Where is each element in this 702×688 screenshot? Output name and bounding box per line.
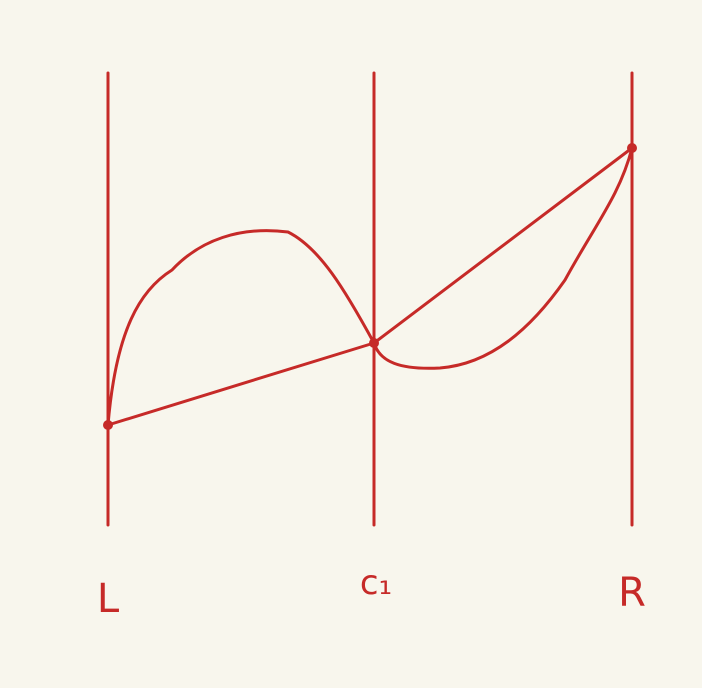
label-left: L (97, 576, 120, 622)
curve-right-segment (372, 146, 634, 370)
point-middle (369, 338, 379, 348)
label-right: R (618, 570, 646, 616)
point-right (627, 143, 637, 153)
curve-left-segment (106, 229, 376, 427)
chord-left-to-middle (106, 341, 376, 427)
chord-middle-to-right (372, 146, 634, 345)
point-left (103, 420, 113, 430)
label-middle: c₁ (360, 563, 392, 603)
